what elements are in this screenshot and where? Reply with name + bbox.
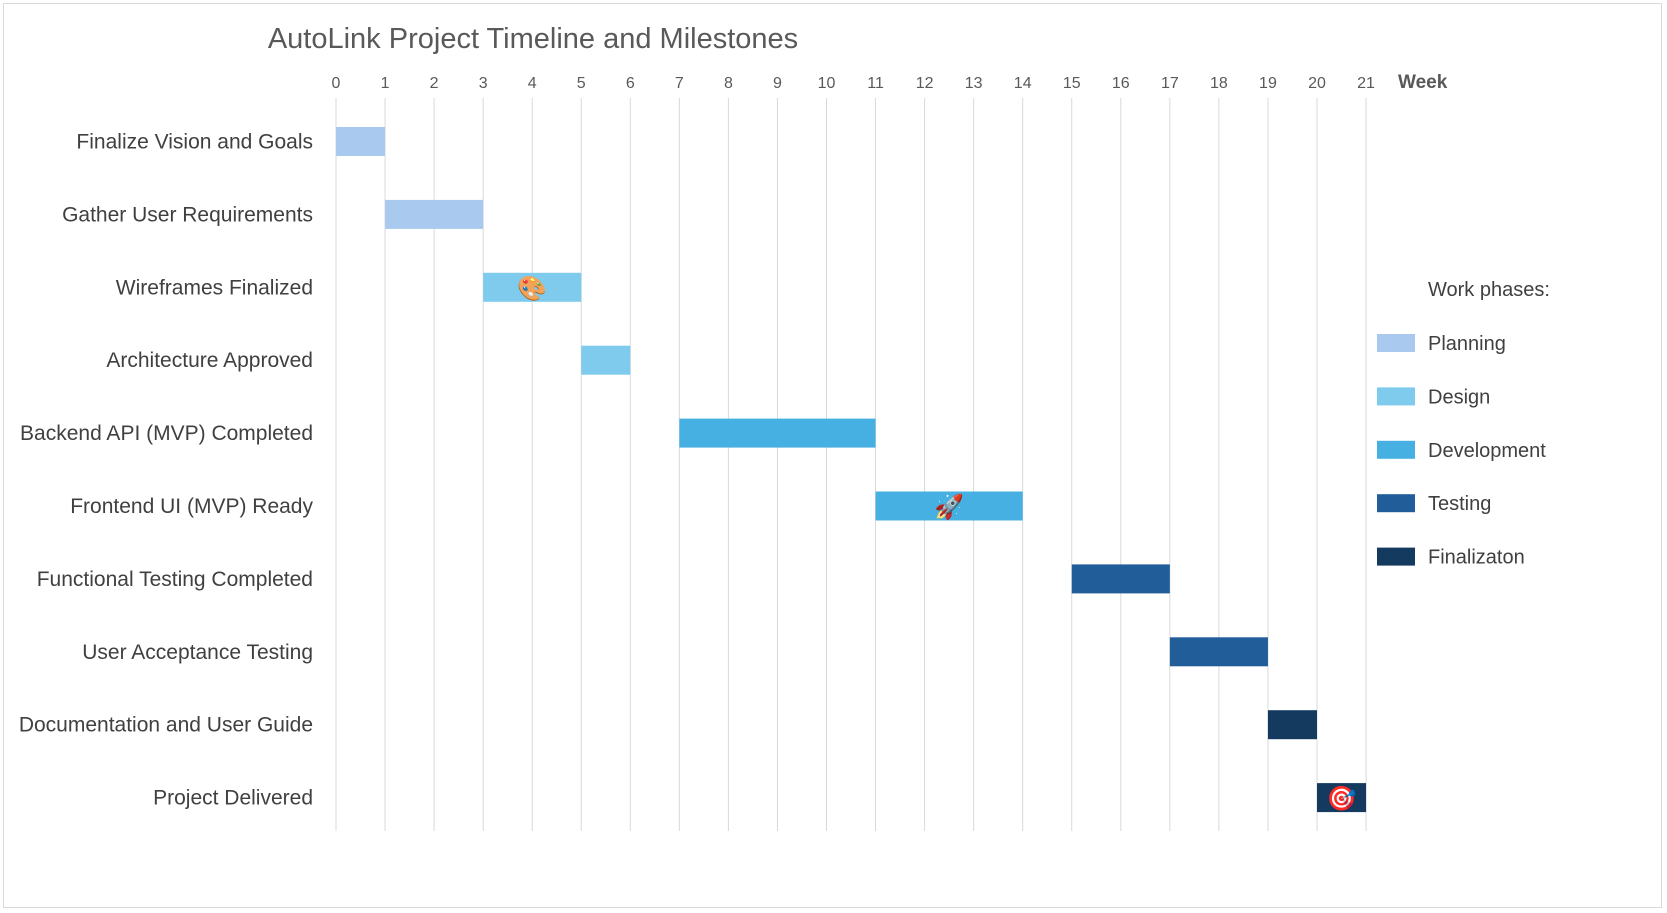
task-bar [1317,783,1367,813]
legend-entry: Testing [1428,493,1491,515]
x-tick-label: 19 [1259,75,1277,92]
legend-swatch [1377,387,1415,406]
task-label: Project Delivered [153,787,313,810]
task-label: Functional Testing Completed [37,568,313,591]
grid-lines [335,98,1367,831]
x-tick-label: 8 [724,75,733,92]
palette-icon: 🎨 [517,273,547,302]
legend-swatch [1377,440,1415,459]
task-label: Gather User Requirements [62,203,313,226]
legend-swatch [1377,334,1415,352]
x-tick-label: 3 [479,75,488,92]
gantt-chart: AutoLink Project Timeline and Milestones… [19,23,1550,831]
task-bar [385,199,484,229]
x-tick-label: 6 [626,75,635,92]
task-label: Wireframes Finalized [116,276,313,299]
legend-title: Work phases: [1428,279,1550,301]
chart-title: AutoLink Project Timeline and Milestones [268,23,798,55]
task-labels: Finalize Vision and Goals Gather User Req… [19,131,314,810]
task-bar [1169,637,1268,667]
task-label: Backend API (MVP) Completed [20,422,313,445]
x-tick-label: 18 [1210,75,1228,92]
x-tick-label: 2 [430,75,439,92]
task-bars: 🎨 🚀 🎯 [336,127,1367,813]
x-tick-label: 16 [1112,75,1130,92]
task-label: Finalize Vision and Goals [76,131,313,154]
task-bar [483,272,582,302]
task-bar [336,127,386,156]
task-bar [679,418,876,448]
x-tick-label: 12 [916,75,934,92]
x-axis-label: Week [1398,72,1448,93]
x-tick-label: 1 [381,75,390,92]
legend-swatch [1377,547,1415,566]
x-tick-label: 5 [577,75,586,92]
x-tick-label: 7 [675,75,684,92]
task-label: User Acceptance Testing [82,641,313,664]
x-tick-label: 14 [1014,75,1032,92]
x-tick-label: 17 [1161,75,1179,92]
task-bar [875,491,1023,521]
legend-entry: Design [1428,386,1490,408]
x-axis-ticks: 0 1 2 3 4 5 6 7 8 9 10 11 12 13 14 15 16 17 18 19 20 21 [332,75,1376,92]
x-tick-label: 21 [1357,75,1375,92]
legend-entry: Planning [1428,333,1506,355]
task-label: Frontend UI (MVP) Ready [70,495,313,518]
legend-entry: Finalizaton [1428,547,1525,569]
x-tick-label: 10 [818,75,836,92]
task-label: Documentation and User Guide [19,714,313,737]
task-bar [1267,710,1317,740]
x-tick-label: 11 [867,75,884,92]
task-label: Architecture Approved [106,349,313,372]
target-icon: 🎯 [1327,785,1357,813]
task-bar [581,345,631,375]
x-tick-label: 4 [528,75,537,92]
x-tick-label: 0 [332,75,341,92]
rocket-icon: 🚀 [934,493,964,521]
x-tick-label: 13 [965,75,983,92]
legend-entry: Development [1428,440,1546,462]
x-tick-label: 20 [1308,75,1326,92]
legend: Work phases: Planning Design Development Te… [1377,279,1550,569]
x-tick-label: 9 [773,75,782,92]
chart-frame: AutoLink Project Timeline and Milestones… [3,3,1662,908]
legend-swatch [1377,494,1415,513]
task-bar [1071,564,1170,594]
x-tick-label: 15 [1063,75,1081,92]
